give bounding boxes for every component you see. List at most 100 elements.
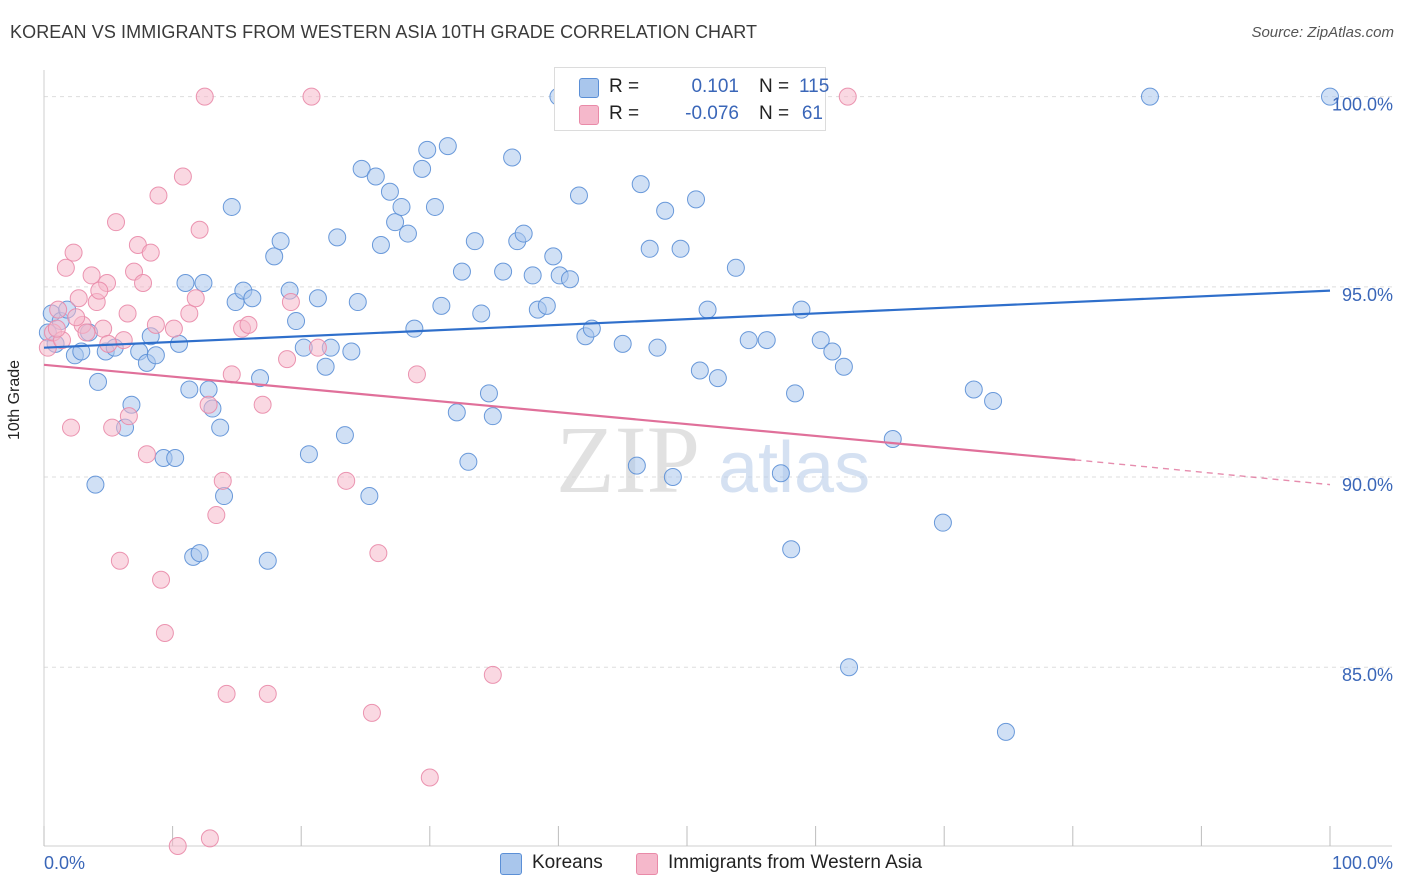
data-point xyxy=(168,837,187,855)
data-point xyxy=(239,315,258,334)
y-tick-label: 100.0% xyxy=(1332,95,1393,115)
data-point xyxy=(67,308,86,327)
data-point xyxy=(164,319,183,338)
data-point xyxy=(190,544,209,563)
data-point xyxy=(405,319,424,338)
data-point xyxy=(348,293,367,312)
data-point xyxy=(933,513,952,532)
data-point xyxy=(180,304,199,323)
data-point xyxy=(199,380,218,399)
legend-n-label: N = xyxy=(759,103,790,124)
data-point xyxy=(194,274,213,293)
data-point xyxy=(984,391,1003,410)
watermark-atlas: atlas xyxy=(718,428,870,508)
data-point xyxy=(494,262,513,281)
data-point xyxy=(342,342,361,361)
data-point xyxy=(119,407,138,426)
data-point xyxy=(211,418,230,437)
data-point xyxy=(166,449,185,467)
data-point xyxy=(316,357,335,376)
data-point xyxy=(86,475,105,494)
data-point xyxy=(418,140,437,159)
data-point xyxy=(47,319,66,338)
data-point xyxy=(371,235,390,254)
data-point xyxy=(107,213,126,232)
data-point xyxy=(459,452,478,471)
data-point xyxy=(447,403,466,422)
data-point xyxy=(215,487,234,506)
data-point xyxy=(207,506,226,525)
legend-r-value: -0.076 xyxy=(685,103,739,124)
legend-n-value: 61 xyxy=(801,103,823,124)
data-point xyxy=(362,703,381,722)
data-point xyxy=(483,665,502,684)
data-point xyxy=(186,289,205,308)
trend-line-western-asia xyxy=(43,363,1076,461)
legend-swatch-koreans xyxy=(579,78,599,98)
legend-label-western-asia: Immigrants from Western Asia xyxy=(668,852,923,873)
data-point xyxy=(648,338,667,357)
data-point xyxy=(823,342,842,361)
data-point xyxy=(141,243,160,262)
data-point xyxy=(199,395,218,414)
data-point xyxy=(251,369,270,388)
data-point xyxy=(77,323,96,342)
watermark: ZIP atlas xyxy=(556,406,870,513)
data-point xyxy=(328,228,347,247)
data-point xyxy=(834,357,853,376)
data-point xyxy=(299,445,318,464)
data-point xyxy=(134,274,153,293)
data-point xyxy=(152,570,171,589)
data-point xyxy=(560,270,579,289)
series-koreans-points xyxy=(38,87,1339,741)
data-point xyxy=(155,623,174,642)
data-point xyxy=(483,407,502,426)
data-point xyxy=(1321,87,1339,106)
data-point xyxy=(407,365,426,384)
data-point xyxy=(56,258,75,277)
legend-n-label: N = xyxy=(759,76,790,97)
data-point xyxy=(195,87,214,106)
data-point xyxy=(640,239,659,258)
legend-swatch-western-asia xyxy=(636,853,658,875)
data-point xyxy=(782,540,801,559)
data-point xyxy=(94,319,113,338)
data-point xyxy=(771,464,790,483)
data-point xyxy=(1140,87,1159,106)
data-point xyxy=(514,224,533,243)
data-point xyxy=(523,266,542,285)
data-point xyxy=(544,247,563,266)
data-point xyxy=(176,274,195,293)
tick-labels: 100.0% 95.0% 90.0% 85.0% 0.0% 100.0% xyxy=(44,95,1393,873)
watermark-zip: ZIP xyxy=(556,406,700,513)
data-point xyxy=(64,243,83,262)
legend-r-value: 0.101 xyxy=(691,76,739,97)
legend-swatch-western-asia xyxy=(579,105,599,125)
data-point xyxy=(671,239,690,258)
data-point xyxy=(213,471,232,490)
data-point xyxy=(278,350,297,369)
data-point xyxy=(366,167,385,186)
data-point xyxy=(222,365,241,384)
data-point xyxy=(258,684,277,703)
chart-title: KOREAN VS IMMIGRANTS FROM WESTERN ASIA 1… xyxy=(10,22,758,42)
data-point xyxy=(690,361,709,380)
data-point xyxy=(118,304,137,323)
data-point xyxy=(190,220,209,239)
data-point xyxy=(757,331,776,350)
data-point xyxy=(883,429,902,448)
data-point xyxy=(114,331,133,350)
data-point xyxy=(146,346,165,365)
y-tick-label: 90.0% xyxy=(1342,475,1393,495)
data-point xyxy=(287,312,306,331)
legend-n-value: 115 xyxy=(799,76,830,97)
data-point xyxy=(631,175,650,194)
data-point xyxy=(308,289,327,308)
data-point xyxy=(337,471,356,490)
data-point xyxy=(398,224,417,243)
data-point xyxy=(243,289,262,308)
trend-lines xyxy=(43,289,1331,486)
data-point xyxy=(663,468,682,487)
data-point xyxy=(82,266,101,285)
